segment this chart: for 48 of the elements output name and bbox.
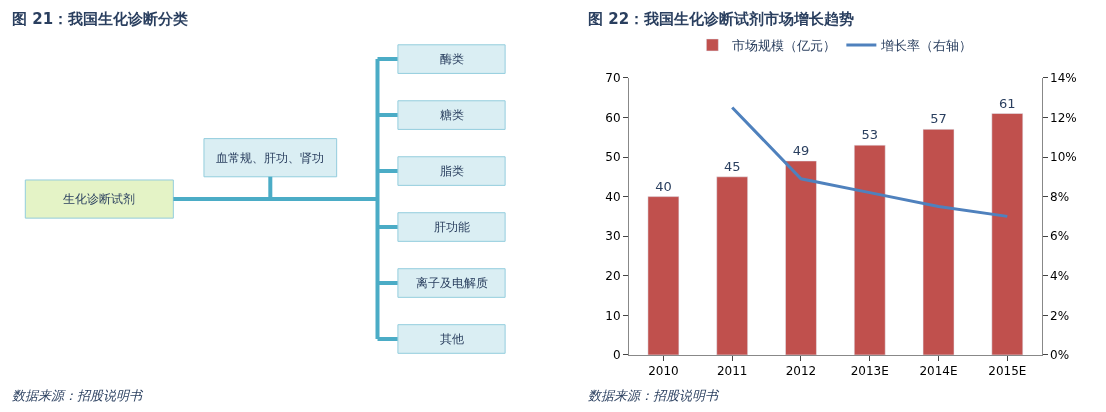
text: 酶类 [440,52,464,66]
y-tick-label: 60 [605,110,621,125]
data-label: 49 [792,142,810,158]
text: 离子及电解质 [416,276,488,290]
y2-tick-label: 14% [1050,71,1077,86]
y2-tick-label: 8% [1050,189,1070,204]
data-label: 45 [723,158,741,174]
text: 血常规、肝功、肾功 [216,151,324,165]
x-tick-label: 2014E [919,364,958,379]
y2-tick-label: 10% [1050,150,1077,165]
legend-label: 增长率（右轴） [880,38,973,54]
text: 图 21：我国生化诊断分类 [12,10,189,28]
text: 脂类 [440,164,464,178]
bar [785,160,817,355]
x-tick-label: 2012 [785,364,817,379]
y-tick-label: 0 [612,348,621,363]
source-note: 数据来源：招股说明书 [12,388,144,403]
y2-tick-label: 2% [1050,308,1070,323]
y2-tick-label: 0% [1050,348,1070,363]
y-tick-label: 30 [605,229,621,244]
source-note: 数据来源：招股说明书 [588,388,720,403]
x-tick-label: 2013E [850,364,889,379]
x-tick-label: 2015E [988,364,1027,379]
y2-tick-label: 4% [1050,268,1070,283]
y-tick-label: 70 [605,71,621,86]
data-label: 53 [861,127,879,143]
text: 其他 [440,332,464,346]
chart-title: 图 22：我国生化诊断试剂市场增长趋势 [588,10,855,28]
y-tick-label: 10 [605,308,621,323]
y-tick-label: 20 [605,268,621,283]
bar [922,129,955,355]
bar [647,196,680,355]
x-tick-label: 2011 [716,364,748,379]
x-tick-label: 2010 [648,364,679,379]
bar [991,113,1024,355]
y-tick-label: 40 [605,189,621,204]
bar [854,144,886,355]
data-label: 61 [999,95,1016,111]
y-tick-label: 50 [605,150,621,165]
text: 肝功能 [434,220,470,234]
legend-label: 市场规模（亿元） [732,38,837,54]
text: 生化诊断试剂 [63,192,135,206]
bar [716,176,748,355]
data-label: 57 [930,111,947,127]
y2-tick-label: 6% [1050,229,1070,244]
data-label: 40 [655,178,672,194]
y2-tick-label: 12% [1050,110,1077,125]
text: 糖类 [440,108,464,122]
